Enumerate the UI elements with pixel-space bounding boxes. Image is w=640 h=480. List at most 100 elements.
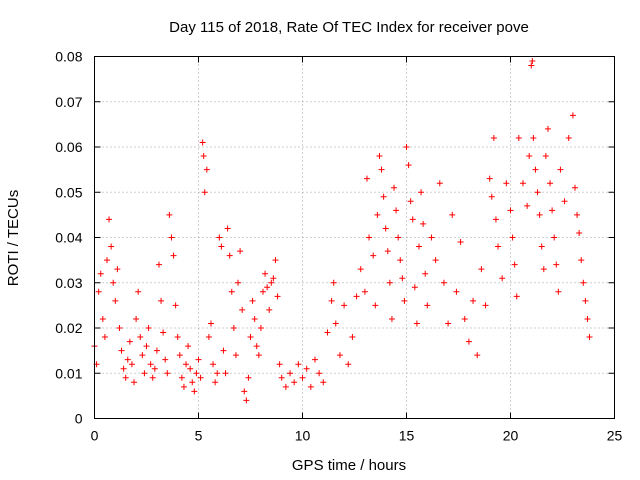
data-point [239,306,246,313]
data-point [272,257,279,264]
data-point [401,297,408,304]
data-point [378,166,385,173]
data-point [268,279,275,286]
data-point [274,293,281,300]
data-point [114,266,121,273]
data-point [547,180,554,187]
data-point [235,279,242,286]
data-point [540,266,547,273]
data-point [513,293,520,300]
data-point [253,343,260,350]
data-point [220,347,227,354]
data-point [366,234,373,241]
data-point [557,166,564,173]
data-point [409,216,416,223]
data-point [245,374,252,381]
x-tick-label: 0 [91,428,99,444]
data-point [534,189,541,196]
data-point [185,343,192,350]
data-point [218,243,225,250]
data-point [95,288,102,295]
data-point [586,334,593,341]
data-point [449,211,456,218]
data-point [200,153,207,160]
data-point [135,288,142,295]
data-point [126,338,133,345]
data-point [203,166,210,173]
data-point [164,370,171,377]
tick-layer: 0 5 10 15 20 25 0 0.01 0.02 0.03 0.04 0.05 0.06 0.07 0… [55,49,622,444]
data-point [370,252,377,259]
data-point [103,257,110,264]
data-point [578,257,585,264]
data-point [422,270,429,277]
data-point [538,243,545,250]
data-point [388,315,395,322]
data-point [145,325,152,331]
data-point [262,270,269,277]
data-point [488,193,495,200]
data-point [349,334,356,341]
data-point [374,211,381,218]
data-point [278,374,285,381]
data-point [461,315,468,322]
data-point [307,383,314,390]
data-point [212,379,219,386]
data-point [110,279,117,286]
data-point [542,153,549,160]
data-point [174,334,181,341]
data-point [445,320,452,327]
data-point [332,320,339,327]
data-point [195,356,202,363]
data-point [166,211,173,218]
data-point [232,352,239,359]
x-tick-label: 20 [503,428,519,444]
data-point [490,134,497,141]
data-point [391,184,398,191]
data-point [131,379,138,386]
data-point [199,139,206,146]
data-point [139,352,146,359]
data-point [187,365,194,372]
data-point [237,248,244,255]
data-point [228,288,235,295]
data-point [474,352,481,359]
data-point [266,306,273,313]
data-point [291,379,298,386]
data-point [330,279,337,286]
data-point [353,293,360,300]
data-point [580,279,587,286]
data-point [584,315,591,322]
data-point [320,379,327,386]
data-point [336,352,343,359]
data-point [478,266,485,273]
data-point [264,284,271,291]
data-point [170,252,177,259]
data-point [486,175,493,182]
data-point [316,370,323,377]
data-point [415,243,422,250]
data-point [118,347,125,354]
data-point [158,297,165,304]
data-point [507,207,514,214]
data-point [124,356,131,363]
data-point [544,125,551,132]
data-point [574,211,581,218]
data-point [482,302,489,309]
y-tick-label: 0 [75,411,83,427]
data-point [528,62,535,69]
data-point [191,388,198,395]
x-tick-label: 15 [399,428,415,444]
data-point [197,374,204,381]
data-point [222,370,229,377]
data-point [571,184,578,191]
data-point [120,365,127,372]
data-point [160,329,167,336]
data-point [216,234,223,241]
y-tick-label: 0.03 [55,275,82,291]
data-point [576,229,583,236]
data-point [155,261,162,268]
data-point [207,320,214,327]
data-point [241,388,248,395]
data-point [276,361,283,368]
